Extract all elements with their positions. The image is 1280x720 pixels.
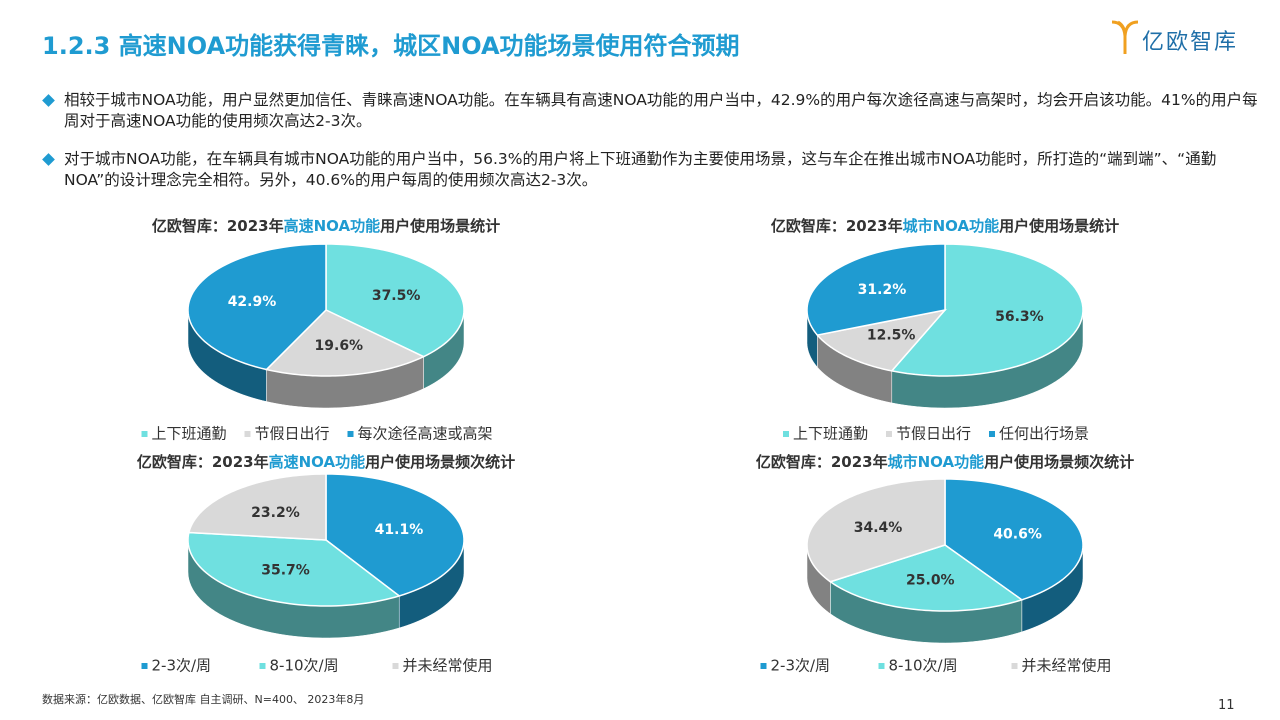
bullet: 对于城市NOA功能，在车辆具有城市NOA功能的用户当中，56.3%的用户将上下班… xyxy=(42,149,1264,191)
chart-title: 亿欧智库：2023年高速NOA功能用户使用场景频次统计 xyxy=(137,453,515,471)
data-label: 41.1% xyxy=(375,522,424,538)
pie-slice xyxy=(890,243,1084,377)
pie-slice xyxy=(806,478,946,583)
page-number: 11 xyxy=(1218,698,1235,713)
slide-title: 1.2.3 高速NOA功能获得青睐，城区NOA功能场景使用符合预期 xyxy=(42,32,740,60)
legend-marker xyxy=(878,663,885,669)
pie-slice xyxy=(806,243,946,336)
data-label: 42.9% xyxy=(228,294,277,310)
legend-marker xyxy=(141,431,148,437)
data-label: 35.7% xyxy=(261,563,310,579)
pie-slice xyxy=(828,544,1024,612)
legend-marker xyxy=(886,431,892,437)
title-part: 高速NOA功能 xyxy=(284,217,381,235)
chart-title: 亿欧智库：2023年城市NOA功能用户使用场景频次统计 xyxy=(756,453,1134,471)
title-part: 城市NOA功能 xyxy=(903,217,1000,235)
legend-label: 8-10次/周 xyxy=(270,657,339,675)
legend-label: 并未经常使用 xyxy=(403,657,493,675)
legend-label: 8-10次/周 xyxy=(889,657,958,675)
data-label: 34.4% xyxy=(854,520,903,536)
legend-marker xyxy=(141,663,148,669)
pie-slice xyxy=(187,473,327,541)
title-part: 用户使用场景频次统计 xyxy=(984,453,1134,471)
data-label: 25.0% xyxy=(906,573,955,589)
title-part: 用户使用场景统计 xyxy=(999,217,1119,235)
legend-marker xyxy=(783,431,789,437)
legend-label: 上下班通勤 xyxy=(793,425,868,443)
legend-label: 每次途径高速或高架 xyxy=(358,425,493,443)
legend-label: 节假日出行 xyxy=(896,425,971,443)
data-label: 31.2% xyxy=(858,282,907,298)
data-label: 56.3% xyxy=(995,309,1044,325)
legend-marker xyxy=(347,431,354,437)
pie-slice xyxy=(187,531,401,607)
pie-slice xyxy=(325,243,465,358)
legend-label: 上下班通勤 xyxy=(152,425,227,443)
title-part: 亿欧智库：2023年 xyxy=(152,217,284,235)
source: 数据来源：亿欧数据、亿欧智库 自主调研、N=400、 2023年8月 xyxy=(42,693,365,706)
title-part: 城市NOA功能 xyxy=(888,453,985,471)
pie-slice xyxy=(187,243,327,371)
title-part: 亿欧智库：2023年 xyxy=(137,453,269,471)
data-label: 40.6% xyxy=(993,526,1042,542)
legend-label: 2-3次/周 xyxy=(152,657,212,675)
logo-text: 亿欧智库 xyxy=(1142,30,1239,55)
legend-label: 节假日出行 xyxy=(255,425,330,443)
data-label: 12.5% xyxy=(867,328,916,344)
legend-marker xyxy=(760,663,767,669)
legend-label: 2-3次/周 xyxy=(771,657,831,675)
chart-title: 亿欧智库：2023年城市NOA功能用户使用场景统计 xyxy=(771,217,1119,235)
chart-title: 亿欧智库：2023年高速NOA功能用户使用场景统计 xyxy=(152,217,500,235)
pie-slice xyxy=(264,309,426,377)
legend-marker xyxy=(1011,663,1018,669)
legend-marker xyxy=(392,663,399,669)
title-part: 高速NOA功能 xyxy=(269,453,366,471)
legend-marker xyxy=(259,663,266,669)
data-label: 23.2% xyxy=(251,505,300,521)
data-label: 37.5% xyxy=(372,288,421,304)
pie-slice xyxy=(944,478,1084,601)
title-part: 亿欧智库：2023年 xyxy=(756,453,888,471)
logo-icon xyxy=(1111,20,1139,54)
title-part: 用户使用场景统计 xyxy=(380,217,500,235)
title-part: 用户使用场景频次统计 xyxy=(365,453,515,471)
pie-slice xyxy=(815,308,948,372)
legend-label: 并未经常使用 xyxy=(1022,657,1112,675)
legend-marker xyxy=(989,431,995,437)
title-part: 亿欧智库：2023年 xyxy=(771,217,903,235)
data-label: 19.6% xyxy=(315,338,364,354)
legend-marker xyxy=(244,431,251,437)
bullet: 相较于城市NOA功能，用户显然更加信任、青睐高速NOA功能。在车辆具有高速NOA… xyxy=(42,90,1264,132)
legend-label: 任何出行场景 xyxy=(999,425,1089,443)
